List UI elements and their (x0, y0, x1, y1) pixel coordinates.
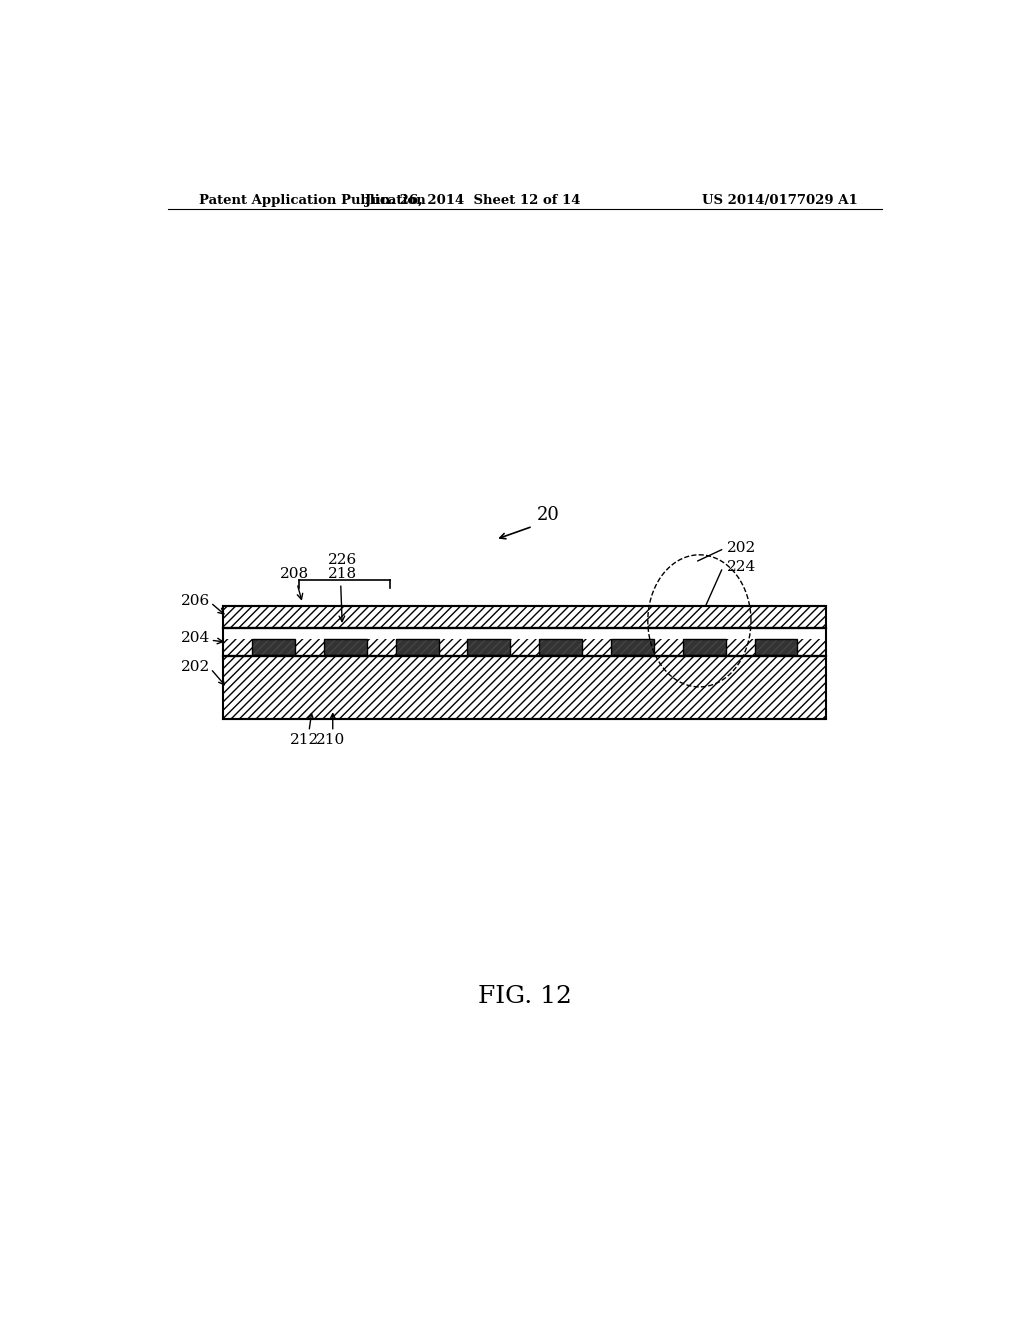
Bar (223, 656, 826, 719)
Bar (510, 639, 540, 656)
Bar (468, 639, 510, 656)
Text: 224: 224 (727, 560, 757, 574)
Bar (755, 639, 798, 656)
Bar (295, 639, 324, 656)
Bar (223, 628, 826, 656)
Bar (438, 639, 468, 656)
Bar (582, 639, 611, 656)
Bar (468, 639, 510, 656)
Text: 218: 218 (328, 568, 356, 581)
Bar (324, 639, 367, 656)
Text: Jun. 26, 2014  Sheet 12 of 14: Jun. 26, 2014 Sheet 12 of 14 (366, 194, 581, 207)
Text: 212: 212 (290, 733, 318, 747)
Text: 204: 204 (180, 631, 210, 645)
Bar (540, 639, 582, 656)
Bar (367, 639, 395, 656)
Text: 210: 210 (315, 733, 345, 747)
Bar (324, 639, 367, 656)
Bar (755, 639, 798, 656)
Bar (223, 628, 826, 656)
Bar (223, 639, 252, 656)
Bar (395, 639, 438, 656)
Bar (798, 639, 826, 656)
Bar (683, 639, 726, 656)
Bar (540, 639, 582, 656)
Bar (252, 639, 295, 656)
Text: Patent Application Publication: Patent Application Publication (200, 194, 426, 207)
Text: FIG. 12: FIG. 12 (478, 986, 571, 1008)
Bar (654, 639, 683, 656)
Bar (611, 639, 654, 656)
Text: 226: 226 (328, 553, 357, 568)
Bar (223, 656, 826, 719)
Bar (726, 639, 755, 656)
Text: US 2014/0177029 A1: US 2014/0177029 A1 (702, 194, 858, 207)
Bar (395, 639, 438, 656)
Bar (252, 639, 295, 656)
Text: 206: 206 (180, 594, 210, 607)
Bar (683, 639, 726, 656)
Bar (611, 639, 654, 656)
Bar (223, 606, 826, 628)
Bar (223, 606, 826, 628)
Text: 202: 202 (180, 660, 210, 673)
Text: 202: 202 (727, 541, 757, 554)
Text: 20: 20 (537, 507, 559, 524)
Text: 208: 208 (281, 568, 309, 581)
